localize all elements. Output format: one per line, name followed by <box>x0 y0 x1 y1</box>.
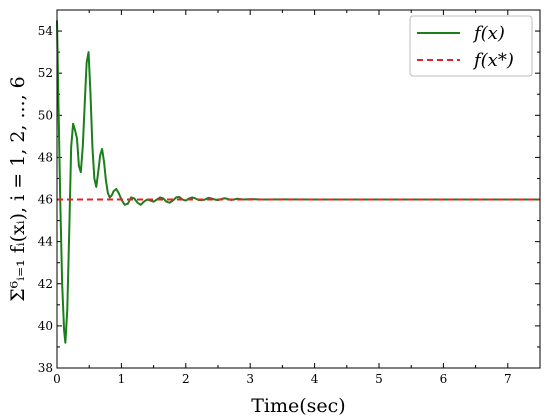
y-tick-label: 54 <box>38 24 54 38</box>
x-tick-label: 6 <box>440 372 448 386</box>
x-tick-label: 4 <box>311 372 319 386</box>
y-tick-label: 52 <box>38 66 53 80</box>
y-tick-label: 38 <box>38 361 53 375</box>
x-tick-label: 3 <box>246 372 254 386</box>
x-tick-label: 7 <box>504 372 512 386</box>
x-tick-label: 1 <box>118 372 126 386</box>
series-line-fx <box>56 20 540 344</box>
y-tick-label: 46 <box>38 193 53 207</box>
x-tick-label: 0 <box>53 372 61 386</box>
y-tick-label: 40 <box>38 319 53 333</box>
series-layer <box>56 20 540 344</box>
y-axis-title: Σ⁶ᵢ₌₁ fᵢ(xᵢ), i = 1, 2, ..., 6 <box>7 76 29 302</box>
legend: f(x) f(x*) <box>409 15 533 77</box>
y-tick-label: 42 <box>38 277 53 291</box>
y-tick-label: 44 <box>38 235 54 249</box>
plot-frame <box>56 9 541 369</box>
y-tick-label: 48 <box>38 150 53 164</box>
x-axis-title: Time(sec) <box>251 395 345 417</box>
legend-label-fx: f(x) <box>472 23 505 44</box>
x-tick-label: 2 <box>182 372 190 386</box>
y-tick-label: 50 <box>38 108 53 122</box>
legend-label-fx-star: f(x*) <box>472 50 514 71</box>
x-tick-label: 5 <box>375 372 383 386</box>
